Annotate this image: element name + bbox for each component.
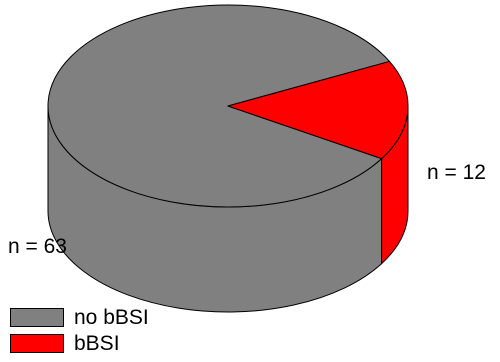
legend-item-bbsi: bBSI xyxy=(10,331,310,356)
pie-slice-bbsi xyxy=(227,60,409,160)
slice-label-no-bbsi: n = 63 xyxy=(8,235,67,258)
pie-slices xyxy=(47,4,409,313)
legend-item-no-bbsi: no bBSI xyxy=(10,305,310,330)
legend-label-no-bbsi: no bBSI xyxy=(74,306,149,329)
slice-label-bbsi: n = 12 xyxy=(427,161,486,184)
pie-slice-no-bbsi xyxy=(47,4,391,208)
legend-swatch-bbsi xyxy=(10,334,64,353)
legend-swatch-no-bbsi xyxy=(10,308,64,327)
legend: no bBSI bBSI xyxy=(10,305,310,357)
legend-label-bbsi: bBSI xyxy=(74,332,120,355)
